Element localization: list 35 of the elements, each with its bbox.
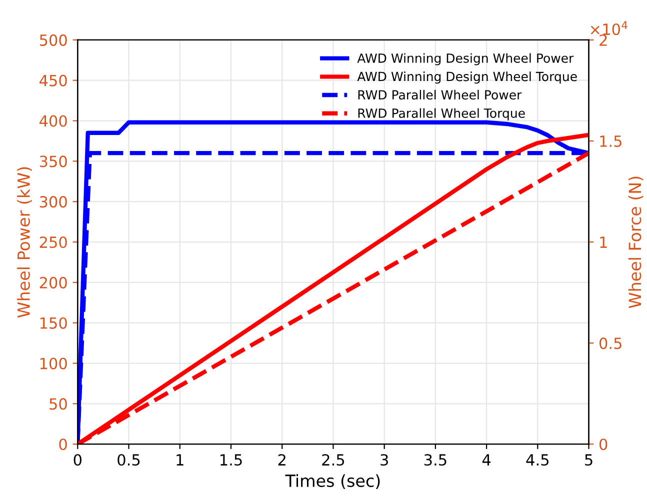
x-tick-label: 1 [176, 454, 184, 466]
x-tick-label: 1.5 [220, 454, 242, 466]
y-tick-label: 450 [40, 74, 67, 86]
x-tick-label: 3 [380, 454, 388, 466]
x-tick-label: 2.5 [322, 454, 344, 466]
text: ×10$^{4}$ [590, 21, 628, 36]
y-tick-label: 300 [40, 196, 67, 208]
y-tick-label: 0 [59, 438, 67, 450]
x-tick-label: 2 [278, 454, 286, 466]
y-tick-label: 100 [40, 358, 67, 370]
x-axis-title: Times (sec) [285, 474, 380, 490]
y-axis-title: Wheel Power (kW) [17, 167, 32, 318]
y2-tick-label: 1 [600, 236, 607, 248]
legend-label: AWD Winning Design Wheel Power [357, 53, 574, 66]
legend-label: RWD Parallel Wheel Power [358, 90, 522, 100]
y-tick-label: 200 [40, 276, 67, 288]
y2-tick-label: 0.5 [600, 338, 622, 350]
y2-tick-label: 0 [600, 438, 608, 450]
y2-axis-title: Wheel Force (N) [628, 176, 644, 308]
y-tick-label: 350 [40, 156, 67, 168]
y-tick-label: 400 [40, 115, 67, 127]
legend-label: RWD Parallel Wheel Torque [358, 108, 525, 120]
y-tick-label: 250 [40, 236, 67, 248]
x-tick-label: 4 [482, 454, 491, 466]
y-tick-label: 500 [40, 34, 67, 46]
x-tick-label: 5 [585, 454, 592, 466]
x-tick-label: 0.5 [118, 454, 140, 466]
y2-tick-label: 1.5 [600, 136, 622, 147]
legend-label: AWD Winning Design Wheel Torque [357, 72, 577, 84]
x-tick-label: 3.5 [424, 454, 446, 466]
y-tick-label: 50 [50, 398, 67, 410]
x-tick-label: 0 [74, 454, 82, 466]
x-tick-label: 4.5 [526, 454, 548, 466]
y2-tick-label: 2 [600, 34, 607, 46]
y-tick-label: 150 [40, 317, 67, 329]
